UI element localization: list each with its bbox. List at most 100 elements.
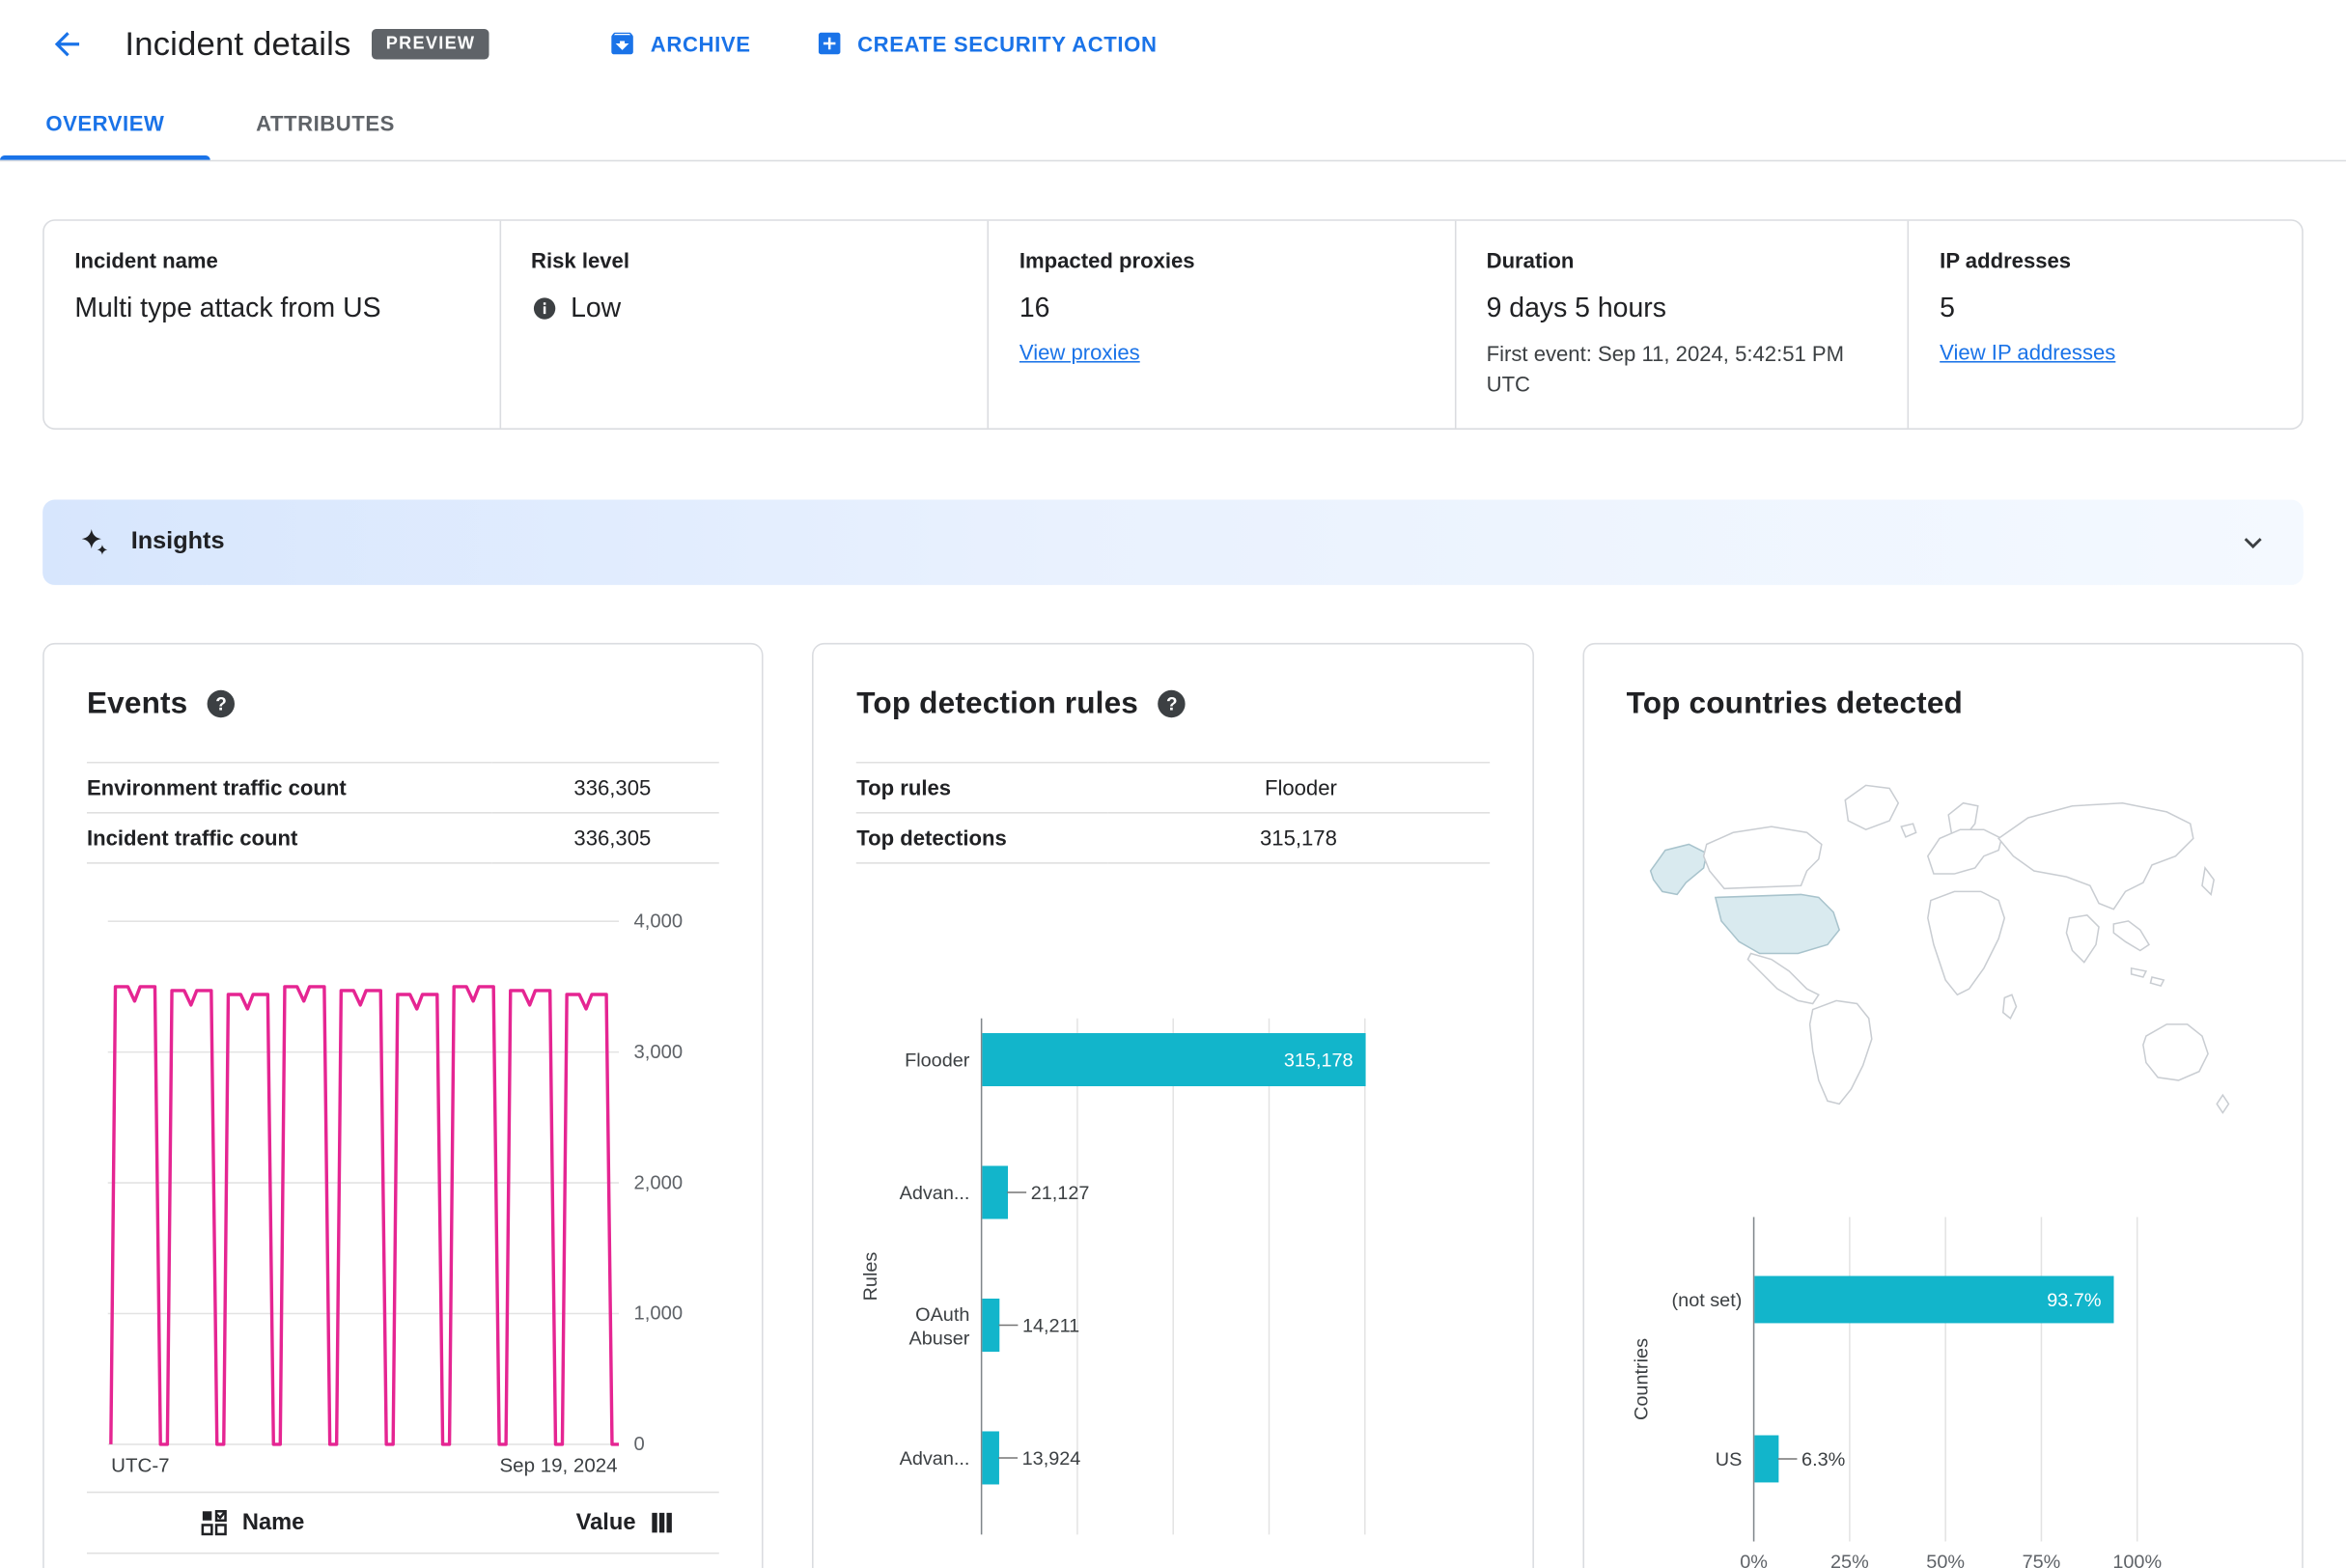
svg-text:2,000: 2,000 bbox=[634, 1172, 684, 1193]
map-australia bbox=[2141, 1022, 2209, 1081]
legend-row-environment-traffic: Environment traffic 5 bbox=[87, 1554, 719, 1568]
back-arrow-icon bbox=[54, 31, 80, 56]
stat-value: 336,305 bbox=[491, 761, 720, 813]
stat-value: 315,178 bbox=[1106, 811, 1490, 864]
view-proxies-link[interactable]: View proxies bbox=[1019, 339, 1140, 365]
x-axis-right-label: Sep 19, 2024 bbox=[499, 1452, 618, 1476]
svg-text:1,000: 1,000 bbox=[634, 1302, 684, 1324]
svg-text:3,000: 3,000 bbox=[634, 1041, 684, 1062]
incident-summary-card: Incident name Multi type attack from US … bbox=[42, 219, 2304, 430]
svg-text:OAuth: OAuth bbox=[916, 1303, 970, 1325]
ip-addresses-label: IP addresses bbox=[1940, 248, 2072, 273]
stat-value: 336,305 bbox=[491, 811, 720, 864]
svg-text:50%: 50% bbox=[1926, 1552, 1965, 1568]
create-security-action-label: CREATE SECURITY ACTION bbox=[857, 31, 1158, 56]
svg-text:Advan...: Advan... bbox=[900, 1447, 970, 1469]
svg-text:21,127: 21,127 bbox=[1031, 1182, 1090, 1203]
summary-incident-name: Incident name Multi type attack from US bbox=[44, 221, 499, 428]
legend-grid-icon bbox=[201, 1509, 227, 1535]
summary-duration: Duration 9 days 5 hours First event: Sep… bbox=[1454, 220, 1908, 428]
events-card: Events ? Environment traffic count 336,3… bbox=[42, 642, 765, 1568]
table-row: Top rules Flooder bbox=[856, 761, 1490, 813]
tab-bar: OVERVIEW ATTRIBUTES bbox=[0, 87, 2346, 162]
map-madagascar bbox=[2001, 993, 2017, 1020]
svg-text:14,211: 14,211 bbox=[1022, 1315, 1079, 1336]
countries-chart: 0% 25% 50% 75% 100% 93.7% (not set) 6.3% US Count… bbox=[1631, 1217, 2162, 1568]
rules-help-icon[interactable]: ? bbox=[1158, 689, 1186, 718]
table-row: Incident traffic count 336,305 bbox=[86, 811, 720, 864]
map-south-america bbox=[1808, 998, 1873, 1105]
tab-attributes[interactable]: ATTRIBUTES bbox=[256, 111, 395, 136]
legend-name-header: Name bbox=[241, 1509, 305, 1535]
map-scandinavia bbox=[1946, 801, 1979, 839]
svg-text:25%: 25% bbox=[1829, 1552, 1868, 1568]
map-iceland bbox=[1899, 822, 1917, 838]
table-row: Environment traffic count 336,305 bbox=[86, 761, 720, 813]
duration-value: 9 days 5 hours bbox=[1486, 292, 1666, 323]
header: Incident details PREVIEW ARCHIVE CREATE … bbox=[0, 0, 2346, 87]
events-legend-header: Name Value bbox=[86, 1491, 720, 1554]
sparkle-icon bbox=[81, 528, 108, 555]
charts-row: Events ? Environment traffic count 336,3… bbox=[42, 642, 2304, 1568]
events-x-axis: UTC-7 Sep 19, 2024 bbox=[111, 1453, 617, 1476]
stat-value: Flooder bbox=[1106, 761, 1490, 813]
preview-badge: PREVIEW bbox=[372, 28, 489, 59]
rules-chart: 315,178 Flooder 21,127 Advan... 14,211 OAuth A… bbox=[861, 1018, 1367, 1534]
rules-card-title: Top detection rules bbox=[856, 686, 1139, 720]
svg-text:13,924: 13,924 bbox=[1022, 1447, 1081, 1469]
back-button[interactable] bbox=[45, 22, 88, 65]
insights-label: Insights bbox=[130, 527, 225, 554]
stat-label: Top rules bbox=[856, 761, 1107, 813]
events-help-icon[interactable]: ? bbox=[207, 689, 236, 718]
tab-overview[interactable]: OVERVIEW bbox=[0, 87, 210, 160]
map-india bbox=[2065, 913, 2100, 964]
svg-text:Abuser: Abuser bbox=[909, 1328, 970, 1349]
archive-button-label: ARCHIVE bbox=[650, 31, 751, 56]
map-indonesia-2 bbox=[2149, 975, 2164, 987]
risk-level-label: Risk level bbox=[531, 248, 629, 273]
svg-text:(not set): (not set) bbox=[1671, 1290, 1742, 1311]
map-asia bbox=[1997, 801, 2194, 910]
map-japan bbox=[2200, 865, 2215, 896]
map-united-states bbox=[1714, 893, 1840, 954]
stat-label: Top detections bbox=[856, 811, 1107, 864]
map-africa bbox=[1926, 889, 2005, 995]
map-canada bbox=[1702, 825, 1823, 889]
map-indonesia bbox=[2130, 966, 2147, 978]
impacted-proxies-value: 16 bbox=[1019, 292, 1050, 323]
impacted-proxies-label: Impacted proxies bbox=[1019, 248, 1195, 273]
svg-text:4,000: 4,000 bbox=[634, 910, 684, 932]
map-greenland bbox=[1843, 783, 1899, 830]
x-axis-left-label: UTC-7 bbox=[111, 1452, 170, 1476]
svg-text:0: 0 bbox=[634, 1433, 645, 1449]
svg-text:Rules: Rules bbox=[861, 1251, 882, 1301]
events-stats-table: Environment traffic count 336,305 Incide… bbox=[86, 761, 720, 864]
legend-value-header: Value bbox=[575, 1509, 636, 1535]
map-europe bbox=[1926, 827, 2002, 875]
svg-text:75%: 75% bbox=[2022, 1552, 2060, 1568]
archive-button[interactable]: ARCHIVE bbox=[608, 29, 751, 58]
countries-card-title: Top countries detected bbox=[1626, 686, 1963, 720]
stat-label: Incident traffic count bbox=[86, 811, 492, 864]
duration-label: Duration bbox=[1486, 248, 1575, 273]
svg-text:Countries: Countries bbox=[1631, 1338, 1652, 1420]
events-chart: 0 1,000 2,000 3,000 4,000 bbox=[107, 910, 684, 1449]
chevron-down-icon[interactable] bbox=[2236, 525, 2270, 559]
top-countries-card: Top countries detected bbox=[1581, 642, 2304, 1568]
stat-label: Environment traffic count bbox=[86, 761, 492, 813]
incident-name-label: Incident name bbox=[74, 248, 218, 273]
table-row: Top detections 315,178 bbox=[856, 811, 1490, 864]
map-southeast-asia bbox=[2112, 919, 2150, 951]
summary-risk-level: Risk level Low bbox=[498, 220, 988, 428]
top-detection-rules-card: Top detection rules ? Top rules Flooder … bbox=[812, 642, 1534, 1568]
columns-icon[interactable] bbox=[651, 1511, 674, 1534]
first-event-detail: First event: Sep 11, 2024, 5:42:51 PM UT… bbox=[1486, 341, 1845, 397]
world-map bbox=[1649, 783, 2229, 1114]
create-security-action-button[interactable]: CREATE SECURITY ACTION bbox=[815, 29, 1158, 58]
add-box-icon bbox=[818, 32, 841, 55]
insights-expander[interactable]: Insights bbox=[42, 498, 2304, 585]
summary-impacted-proxies: Impacted proxies 16 View proxies bbox=[987, 220, 1455, 428]
view-ip-addresses-link[interactable]: View IP addresses bbox=[1940, 339, 2116, 365]
svg-text:100%: 100% bbox=[2112, 1552, 2162, 1568]
